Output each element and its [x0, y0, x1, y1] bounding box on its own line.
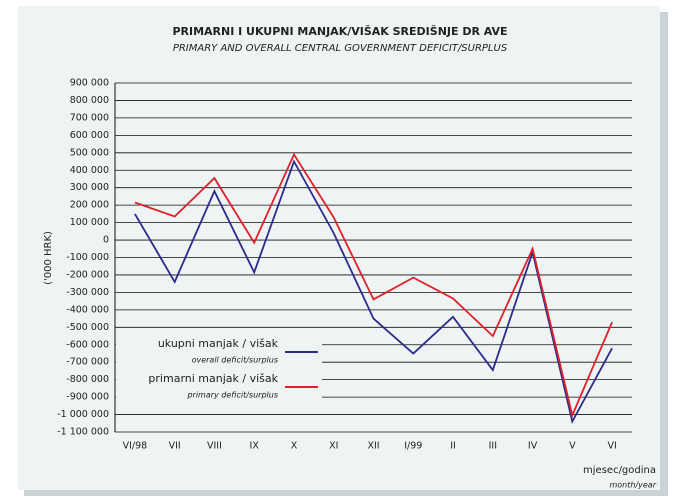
x-tick-label: IX — [250, 441, 260, 452]
series-line — [134, 152, 613, 419]
y-tick-label: -700 000 — [66, 357, 109, 368]
y-tick-label: 0 — [103, 235, 109, 246]
y-tick-label: -100 000 — [66, 252, 109, 263]
x-axis-label-en: month/year — [609, 481, 656, 490]
chart-subtitle: PRIMARY AND OVERALL CENTRAL GOVERNMENT D… — [173, 43, 508, 54]
y-tick-label: 300 000 — [70, 182, 109, 193]
panel — [18, 6, 660, 490]
x-axis-label: mjesec/godina — [583, 465, 656, 476]
y-tick-label: 800 000 — [70, 95, 109, 106]
x-tick-label: II — [450, 441, 456, 452]
x-tick-label: V — [569, 441, 576, 452]
x-tick-label: I/99 — [404, 441, 422, 452]
legend-label: ukupni manjak / višak — [158, 337, 279, 350]
y-tick-label: -800 000 — [66, 374, 109, 385]
y-tick-label: -400 000 — [66, 304, 109, 315]
chart-title: PRIMARNI I UKUPNI MANJAK/VIŠAK SREDIŠNJE… — [172, 25, 507, 38]
x-tick-label: VII — [169, 441, 181, 452]
x-tick-label: VI — [607, 441, 616, 452]
y-tick-label: -300 000 — [66, 287, 109, 298]
y-tick-label: 100 000 — [70, 217, 109, 228]
legend-label-en: overall deficit/surplus — [192, 356, 278, 365]
legend-label: primarni manjak / višak — [148, 372, 278, 385]
y-tick-label: 500 000 — [70, 147, 109, 158]
x-tick-label: X — [291, 441, 298, 452]
y-tick-label: 400 000 — [70, 165, 109, 176]
x-tick-label: IV — [528, 441, 538, 452]
legend-label-en: primary deficit/surplus — [186, 391, 278, 400]
y-tick-label: 600 000 — [70, 130, 109, 141]
y-tick-label: 700 000 — [70, 112, 109, 123]
y-tick-label: -500 000 — [66, 322, 109, 333]
y-tick-label: -1 000 000 — [57, 409, 109, 420]
x-tick-label: XII — [367, 441, 379, 452]
y-tick-label: -900 000 — [66, 392, 109, 403]
legend-box — [116, 330, 322, 406]
y-tick-label: 200 000 — [70, 200, 109, 211]
x-tick-label: III — [489, 441, 497, 452]
x-tick-label: VIII — [207, 441, 222, 452]
x-tick-label: VI/98 — [123, 441, 148, 452]
y-axis-label: ('000 HRK) — [43, 231, 54, 285]
y-tick-label: -200 000 — [66, 269, 109, 280]
y-tick-label: -600 000 — [66, 339, 109, 350]
y-tick-label: 900 000 — [70, 78, 109, 89]
y-tick-label: -1 100 000 — [57, 427, 109, 438]
x-tick-label: XI — [329, 441, 338, 452]
